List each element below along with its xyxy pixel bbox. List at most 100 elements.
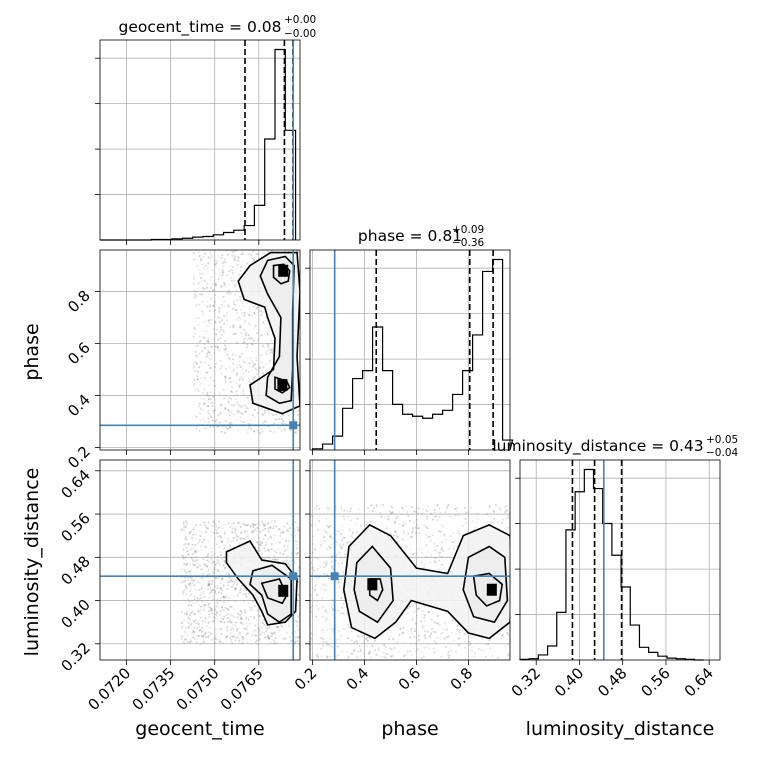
sample-point xyxy=(313,302,315,304)
sample-point xyxy=(517,597,519,599)
sample-point xyxy=(231,635,234,638)
sample-point xyxy=(236,522,239,525)
sample-point xyxy=(444,622,447,625)
sample-point xyxy=(203,268,206,271)
sample-point xyxy=(422,655,425,658)
sample-point xyxy=(315,337,317,339)
sample-point xyxy=(343,509,346,512)
sample-point xyxy=(448,547,451,550)
sample-point xyxy=(304,306,306,308)
sample-point xyxy=(193,364,196,367)
sample-point xyxy=(246,407,249,410)
sample-point xyxy=(185,587,188,590)
sample-point xyxy=(213,309,216,312)
sample-point xyxy=(192,563,195,566)
sample-point xyxy=(226,290,229,293)
sample-point xyxy=(287,562,290,565)
sample-point xyxy=(220,333,223,336)
sample-point xyxy=(235,363,238,366)
sample-point xyxy=(269,351,272,354)
sample-point xyxy=(316,653,319,656)
sample-point xyxy=(211,269,214,272)
sample-point xyxy=(223,621,226,624)
sample-point xyxy=(267,635,270,638)
sample-point xyxy=(210,398,213,401)
sample-point xyxy=(196,621,199,624)
sample-point xyxy=(225,635,228,638)
sample-point xyxy=(524,532,526,534)
sample-point xyxy=(323,566,326,569)
sample-point xyxy=(218,613,221,616)
sample-point xyxy=(525,645,527,647)
sample-point xyxy=(283,637,286,640)
sample-point xyxy=(233,531,236,534)
sample-point xyxy=(444,511,447,514)
sample-point xyxy=(211,554,214,557)
sample-point xyxy=(411,618,414,621)
sample-point xyxy=(231,580,234,583)
sample-point xyxy=(315,654,318,657)
sample-point xyxy=(301,409,303,411)
sample-point xyxy=(398,650,401,653)
sample-point xyxy=(192,252,195,255)
sample-point xyxy=(193,551,196,554)
sample-point xyxy=(182,619,185,622)
sample-point xyxy=(313,554,315,556)
sample-point xyxy=(205,336,208,339)
sample-point xyxy=(223,621,226,624)
sample-point xyxy=(302,336,304,338)
sample-point xyxy=(262,414,265,417)
sample-point xyxy=(185,562,188,565)
sample-point xyxy=(208,620,211,623)
sample-point xyxy=(196,542,199,545)
sample-point xyxy=(303,527,305,529)
sample-point xyxy=(336,543,339,546)
sample-point xyxy=(237,384,240,387)
sample-point xyxy=(192,533,195,536)
sample-point xyxy=(201,541,204,544)
sample-point xyxy=(408,519,411,522)
sample-point xyxy=(305,621,307,623)
sample-point xyxy=(269,526,272,529)
sample-point xyxy=(237,639,240,642)
y-tick-label: 0.6 xyxy=(64,339,94,369)
sample-point xyxy=(234,529,237,532)
sample-point xyxy=(187,616,190,619)
sample-point xyxy=(329,546,332,549)
sample-point xyxy=(219,610,222,613)
x-tick-label: 0.0765 xyxy=(217,664,267,714)
sample-point xyxy=(249,615,252,618)
sample-point xyxy=(247,535,250,538)
sample-point xyxy=(301,551,303,553)
sample-point xyxy=(202,287,205,290)
sample-point xyxy=(193,382,196,385)
sample-point xyxy=(259,432,262,435)
sample-point xyxy=(279,624,282,627)
sample-point xyxy=(322,565,325,568)
sample-point xyxy=(395,517,398,520)
sample-point xyxy=(524,596,526,598)
sample-point xyxy=(200,634,203,637)
sample-point xyxy=(192,335,195,338)
sample-point xyxy=(245,622,248,625)
sample-point xyxy=(212,425,215,428)
sample-point xyxy=(526,601,528,603)
sample-point xyxy=(305,406,307,408)
sample-point xyxy=(530,642,532,644)
sample-point xyxy=(259,530,262,533)
sample-point xyxy=(210,591,213,594)
sample-point xyxy=(232,362,235,365)
sample-point xyxy=(204,617,207,620)
sample-point xyxy=(192,630,195,633)
y-tick-label: 0.4 xyxy=(64,391,94,421)
sample-point xyxy=(243,529,246,532)
sample-point xyxy=(387,515,390,518)
sample-point xyxy=(319,420,321,422)
sample-point xyxy=(189,618,192,621)
sample-point xyxy=(222,388,225,391)
sample-point xyxy=(217,561,220,564)
sample-point xyxy=(288,636,291,639)
sample-point xyxy=(210,638,213,641)
sample-point xyxy=(231,585,234,588)
sample-point xyxy=(329,507,332,510)
